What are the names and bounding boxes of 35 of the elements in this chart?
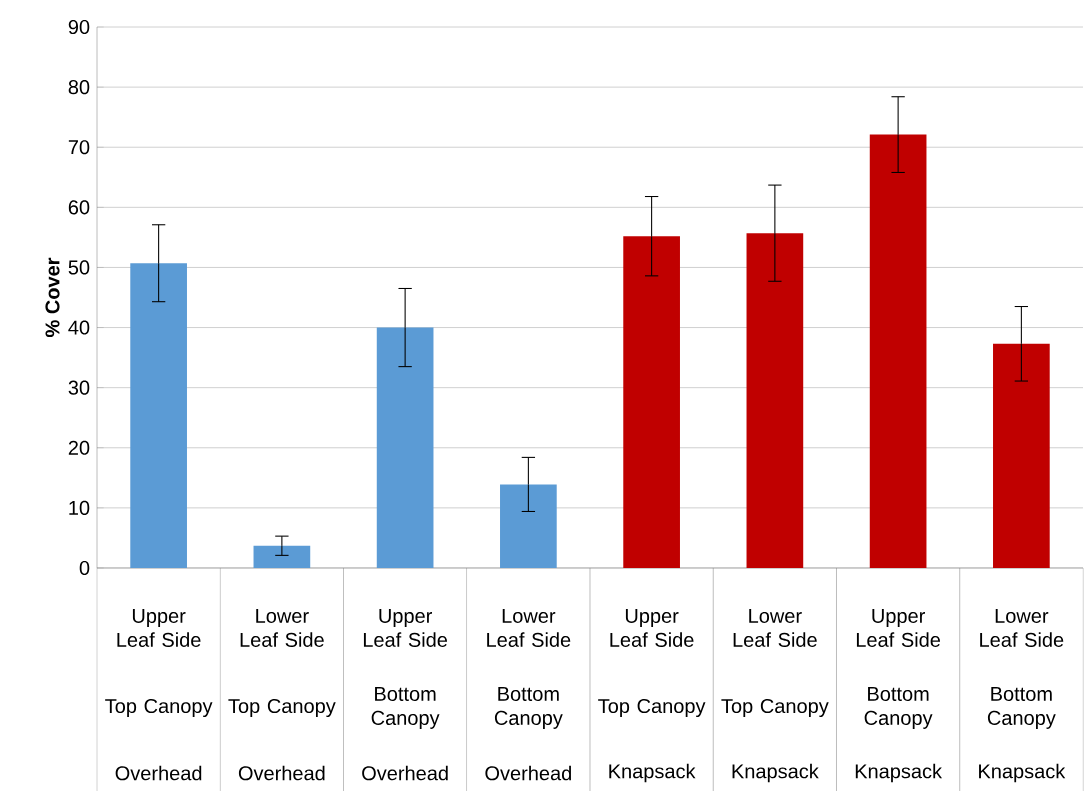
text: Knapsack [609, 763, 696, 783]
text: Top Canopy [105, 698, 213, 718]
text: Overhead [115, 765, 202, 781]
text: Bottom Canopy [371, 687, 440, 729]
y-tick-label: 50 [68, 260, 90, 275]
text: Bottom Canopy [494, 687, 563, 729]
x-tick-label: Upper Leaf Side [117, 609, 201, 647]
text: Overhead [238, 765, 325, 781]
text: Knapsack [855, 763, 943, 783]
text: Top Canopy [228, 698, 336, 718]
text: Top Canopy [598, 698, 706, 718]
y-tick-label: 70 [68, 140, 90, 155]
y-tick-label: 20 [68, 440, 90, 455]
y-tick-label: 10 [69, 500, 90, 515]
text: Knapsack [732, 763, 819, 783]
text: Overhead [362, 765, 448, 781]
y-tick-label: 30 [68, 380, 90, 395]
text: Bottom Canopy [987, 687, 1056, 729]
y-axis-title: % Cover [45, 257, 60, 338]
text: Overhead [485, 765, 571, 781]
x-tick-label: Upper Leaf Side [363, 609, 448, 647]
x-tick-label: Upper Leaf Side [856, 609, 941, 647]
y-tick-label: 60 [68, 200, 90, 215]
x-tick-label: Upper Leaf Side [610, 609, 694, 647]
text: Bottom Canopy [864, 687, 933, 729]
y-tick-label: 90 [68, 19, 90, 35]
text: Top Canopy [721, 698, 829, 718]
x-tick-label: Lower Leaf Side [733, 609, 817, 647]
text: Knapsack [979, 763, 1066, 783]
y-tick-label: 80 [68, 80, 90, 95]
x-tick-label: Lower Leaf Side [980, 609, 1064, 647]
x-tick-label: Lower Leaf Side [240, 609, 324, 647]
y-tick-label: 40 [68, 320, 90, 335]
y-tick-label: 0 [79, 560, 90, 576]
x-tick-label: Lower Leaf Side [487, 609, 571, 647]
